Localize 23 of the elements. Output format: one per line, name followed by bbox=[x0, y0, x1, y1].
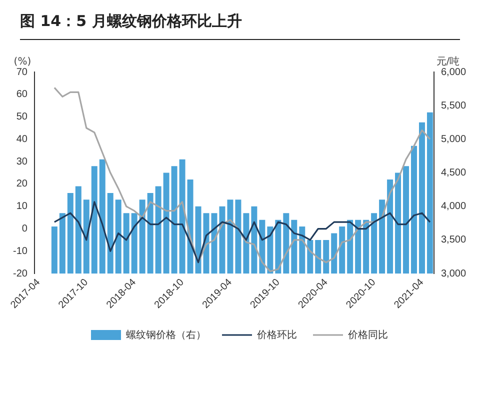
y2-tick-label: 4,500 bbox=[440, 168, 466, 179]
y-tick-label: 70 bbox=[16, 66, 28, 78]
y2-tick-label: 5,000 bbox=[440, 134, 466, 145]
y2-tick-label: 5,500 bbox=[440, 100, 466, 112]
legend-label: 螺纹钢价格（右） bbox=[126, 328, 206, 341]
y-tick-label: 10 bbox=[16, 201, 28, 212]
y-tick-label: -10 bbox=[13, 246, 28, 257]
y-tick-label: -20 bbox=[13, 268, 28, 280]
y-tick-label: 20 bbox=[16, 178, 28, 190]
y2-tick-label: 6,000 bbox=[440, 66, 466, 78]
y2-tick-label: 3,000 bbox=[440, 268, 466, 280]
y-tick-label: 40 bbox=[16, 134, 28, 145]
y-tick-label: 60 bbox=[16, 89, 28, 100]
y2-axis-title: 元/吨 bbox=[436, 56, 460, 68]
legend-label: 价格同比 bbox=[347, 328, 388, 341]
legend-label: 价格环比 bbox=[256, 328, 297, 341]
y2-tick-label: 3,500 bbox=[440, 234, 466, 246]
y-tick-label: 30 bbox=[16, 156, 28, 168]
y-axis-title: (%) bbox=[14, 56, 32, 68]
y-tick-label: 0 bbox=[22, 224, 28, 235]
y2-tick-label: 4,000 bbox=[440, 201, 466, 212]
y-tick-label: 50 bbox=[16, 112, 28, 123]
chart-title: 图 14：5 月螺纹钢价格环比上升 bbox=[20, 12, 460, 40]
